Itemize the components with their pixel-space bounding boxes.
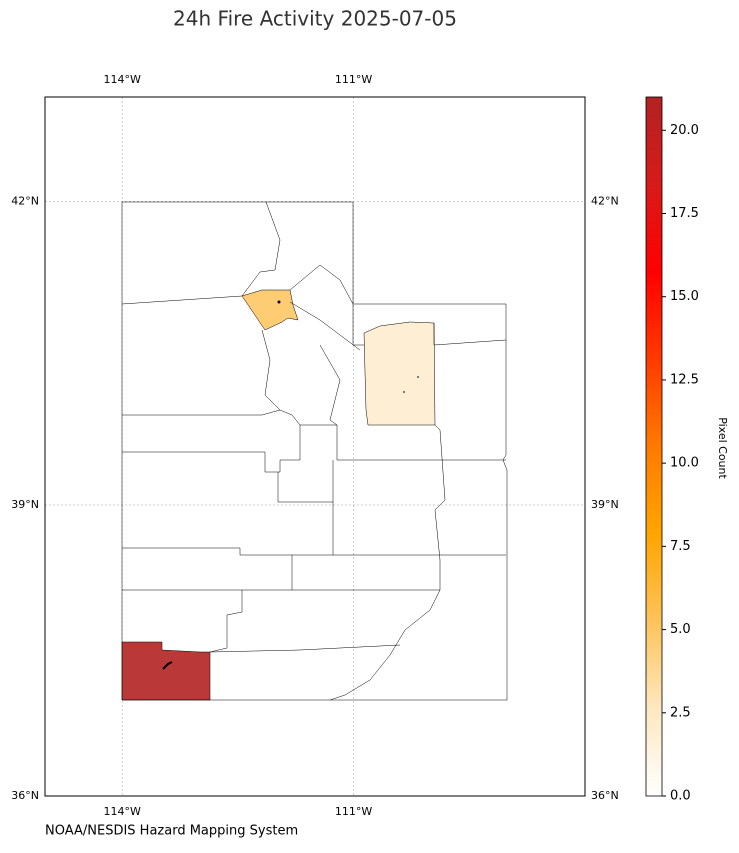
source-note: NOAA/NESDIS Hazard Mapping System [45,824,298,839]
y-tick-label: 42°N [11,194,39,207]
chart-title: 24h Fire Activity 2025-07-05 [173,7,457,31]
map-frame [44,96,586,797]
x-tick-label: 114°W [103,73,140,86]
y-tick-label: 39°N [11,498,39,511]
colorbar [645,96,663,797]
county-fill [121,641,211,701]
y-tick-label: 42°N [591,194,619,207]
state-map [121,201,508,701]
y-tick-label: 36°N [11,789,39,802]
county-fill [241,289,299,331]
colorbar-tick-label: 17.5 [670,206,699,221]
colorbar-tick-label: 12.5 [670,372,699,387]
colorbar-tick-label: 20.0 [670,123,699,138]
county-fill [363,321,436,426]
colorbar-tick-label: 10.0 [670,456,699,471]
fire-point [162,661,173,670]
colorbar-tick-label: 5.0 [670,622,691,637]
colorbar-tick-label: 7.5 [670,539,691,554]
fire-point [417,376,419,378]
colorbar-tick-label: 2.5 [670,705,691,720]
y-tick-label: 39°N [591,498,619,511]
fire-point [403,391,405,393]
colorbar-tick-label: 15.0 [670,289,699,304]
x-tick-label: 111°W [335,73,372,86]
x-tick-label: 114°W [103,805,140,818]
colorbar-label: Pixel Count [716,417,729,479]
county-borders [121,201,507,701]
x-tick-label: 111°W [335,805,372,818]
state-outline [121,201,508,701]
y-tick-label: 36°N [591,789,619,802]
fire-point [277,300,281,304]
colorbar-tick-label: 0.0 [670,789,691,804]
